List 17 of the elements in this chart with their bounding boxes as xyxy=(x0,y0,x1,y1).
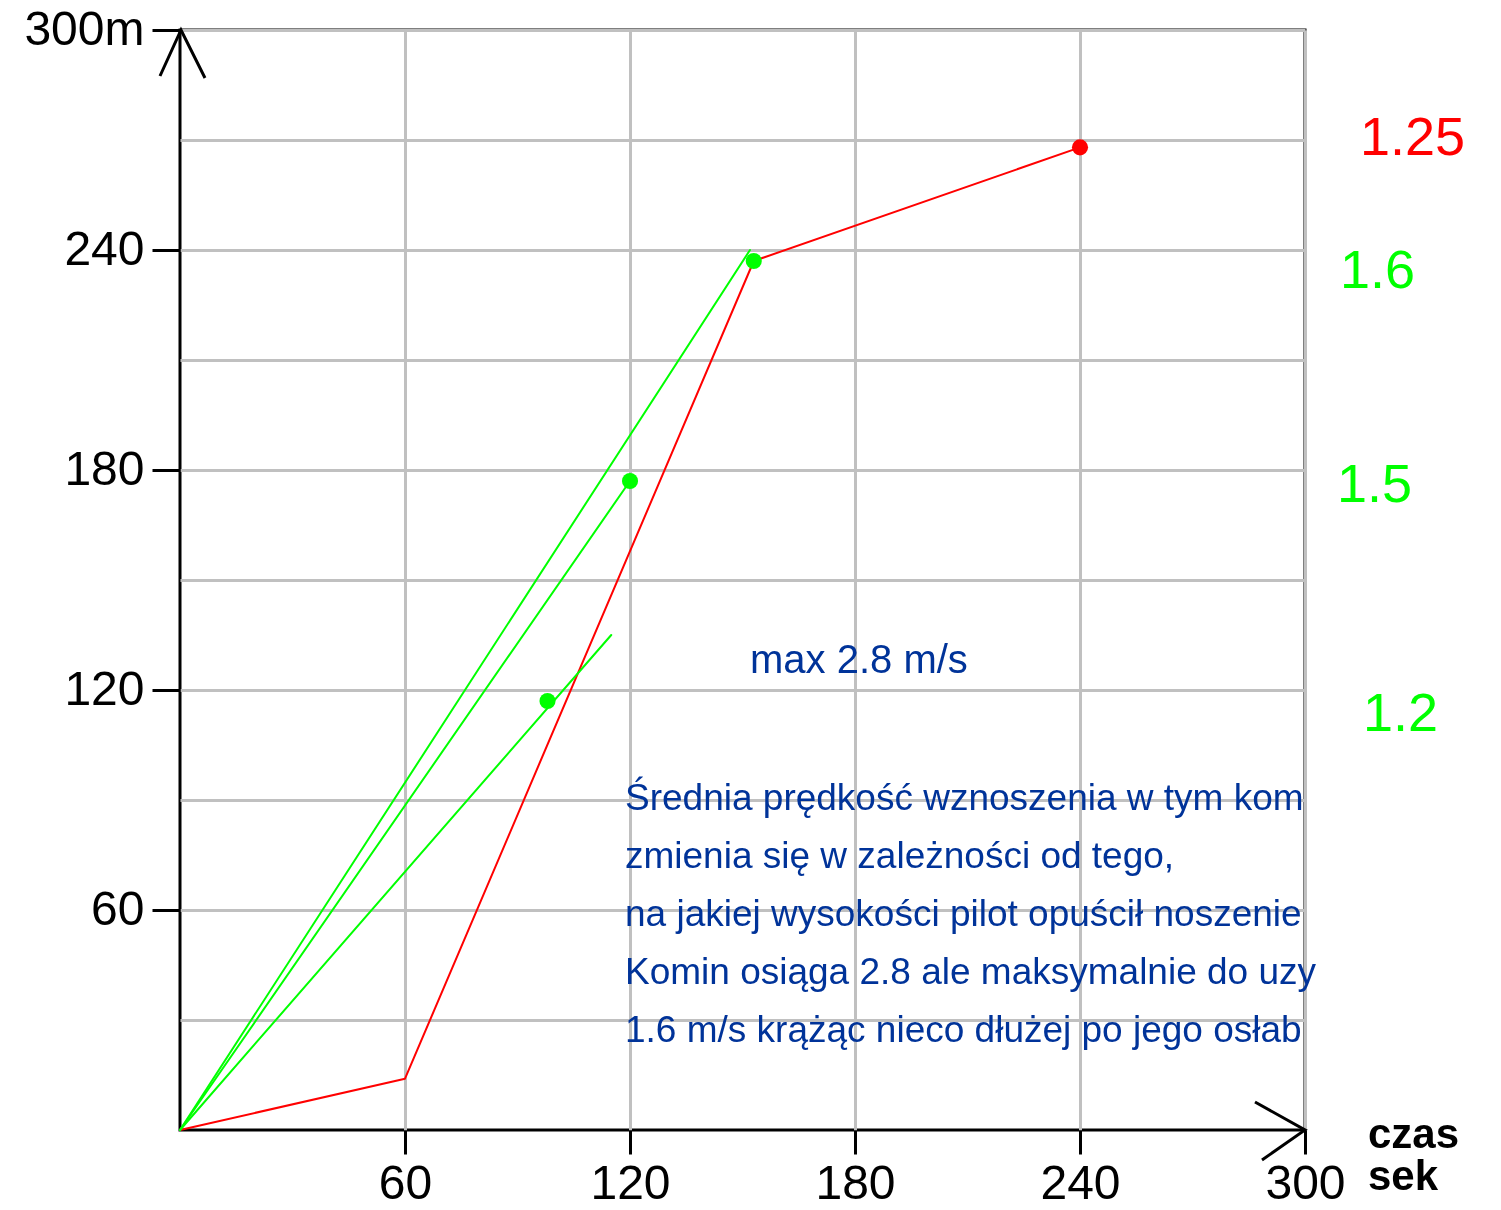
annotation: Średnia prędkość wznoszenia w tym kom zmienia się w zależności od tego, na jakiej wysokości pilot opuścił noszenie Komin osiąga 2.8 ale maksymalnie do uzy 1.6 m/s krążąc nieco dłużej po jego osłab xyxy=(625,776,1317,1050)
text: 1.2 xyxy=(1363,682,1439,742)
y-tick-label: 300m xyxy=(24,1,145,55)
x-axis-title: czas sek xyxy=(1368,1110,1460,1199)
x-tick-label: 60 xyxy=(378,1155,433,1209)
y-tick-label: 240 xyxy=(64,221,145,275)
x-tick-label: 120 xyxy=(590,1155,671,1209)
x-tick-label: 300 xyxy=(1265,1155,1346,1209)
x-tick-label: 240 xyxy=(1040,1155,1121,1209)
y-tick-label: 120 xyxy=(64,661,145,715)
text: 1.5 xyxy=(1337,453,1413,513)
text: 1.25 xyxy=(1360,106,1466,166)
y-tick-label: 60 xyxy=(91,881,145,935)
annotation: max 2.8 m/s xyxy=(750,637,968,681)
text: 1.6 xyxy=(1340,239,1416,299)
x-tick-label: 180 xyxy=(815,1155,896,1209)
y-tick-label: 180 xyxy=(64,441,145,495)
